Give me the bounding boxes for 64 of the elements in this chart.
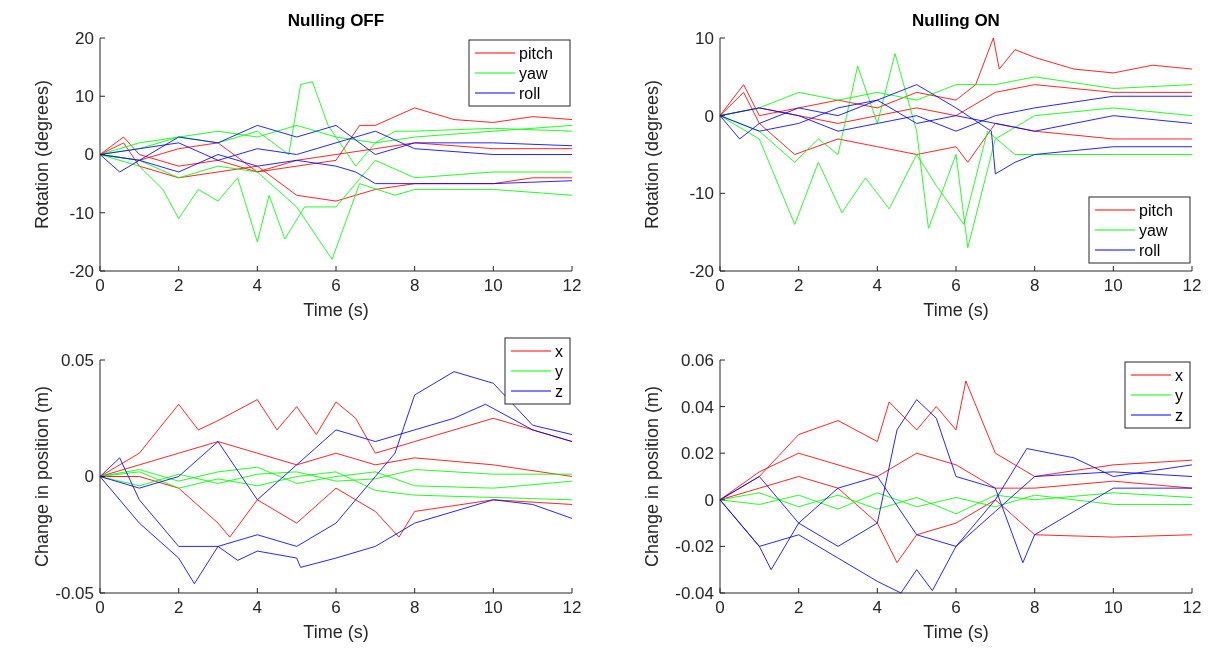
x-tick-label: 2 (793, 598, 804, 617)
x-tick-label: 12 (562, 598, 582, 617)
y-tick-label: -0.02 (675, 537, 714, 557)
x-tick-label: 8 (1029, 598, 1040, 617)
legend-label: roll (519, 84, 541, 102)
y-tick-label: 0 (84, 145, 94, 165)
x-tick-label: 4 (252, 598, 263, 617)
y-tick-label: 10 (75, 87, 94, 107)
legend-label: y (1175, 386, 1183, 404)
x-tick-label: 4 (872, 276, 883, 295)
legend-label: pitch (1139, 201, 1173, 219)
y-tick-label: 0.04 (680, 397, 714, 417)
x-tick-label: 6 (951, 598, 961, 617)
y-tick-label: -20 (689, 261, 714, 281)
x-tick-label: 4 (252, 276, 263, 295)
x-tick-label: 8 (409, 276, 420, 295)
x-tick-label: 10 (483, 276, 503, 295)
x-tick-label: 12 (562, 276, 582, 295)
y-tick-label: 0 (704, 106, 714, 126)
y-tick-label: 0.02 (680, 444, 714, 464)
x-tick-label: 6 (331, 598, 341, 617)
x-tick-label: 10 (483, 598, 503, 617)
x-tick-label: 2 (793, 276, 804, 295)
y-axis-title: Rotation (degrees) (32, 79, 52, 230)
legend-label: yaw (1139, 221, 1168, 239)
x-tick-label: 6 (331, 276, 341, 295)
y-tick-label: -0.05 (55, 583, 94, 603)
legend-label: roll (1139, 241, 1161, 259)
x-tick-label: 8 (1029, 276, 1040, 295)
x-tick-label: 4 (872, 598, 883, 617)
y-tick-label: 10 (695, 28, 714, 48)
legend-label: z (1175, 406, 1183, 424)
x-tick-label: 8 (409, 598, 420, 617)
y-axis-title: Rotation (degrees) (642, 79, 662, 230)
legend-label: x (1175, 366, 1183, 384)
y-tick-label: 20 (75, 28, 94, 48)
x-tick-label: 12 (1182, 598, 1202, 617)
chart-title: Nulling ON (912, 11, 1000, 30)
x-tick-label: 10 (1103, 276, 1123, 295)
y-tick-label: -0.04 (675, 583, 714, 603)
y-tick-label: 0 (704, 490, 714, 510)
y-tick-label: 0 (84, 467, 94, 487)
y-axis-title: Change in position (m) (642, 385, 662, 568)
y-axis-title: Change in position (m) (32, 385, 52, 568)
legend-label: z (555, 382, 563, 400)
legend-label: pitch (519, 44, 553, 62)
legend-label: x (555, 342, 563, 360)
x-tick-label: 2 (173, 598, 184, 617)
x-axis-title: Time (s) (303, 300, 369, 320)
y-tick-label: 0.06 (680, 350, 714, 370)
legend-label: yaw (519, 64, 548, 82)
x-tick-label: 2 (173, 276, 184, 295)
x-axis-title: Time (s) (923, 622, 989, 642)
y-tick-label: -10 (689, 184, 714, 204)
y-tick-label: -20 (69, 261, 94, 281)
x-axis-title: Time (s) (303, 622, 369, 642)
x-axis-title: Time (s) (923, 300, 989, 320)
x-tick-label: 6 (951, 276, 961, 295)
x-tick-label: 10 (1103, 598, 1123, 617)
legend-label: y (555, 362, 563, 380)
y-tick-label: 0.05 (60, 350, 94, 370)
x-tick-label: 12 (1182, 276, 1202, 295)
chart-title: Nulling OFF (287, 11, 385, 30)
y-tick-label: -10 (69, 203, 94, 223)
